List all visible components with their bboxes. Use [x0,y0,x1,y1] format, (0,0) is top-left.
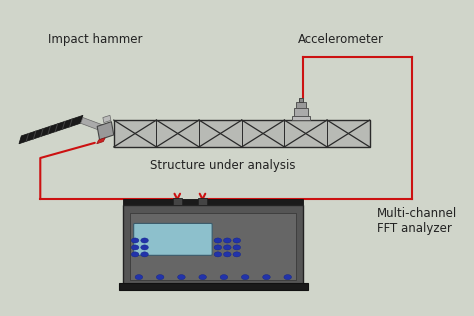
Polygon shape [97,138,105,144]
Bar [119,283,308,290]
Circle shape [263,275,270,280]
Bar [296,102,306,108]
Bar [198,198,207,205]
Circle shape [284,275,292,280]
Circle shape [141,245,148,250]
Circle shape [199,275,207,280]
Circle shape [141,238,148,243]
Bar [123,205,303,284]
Bar [130,213,296,280]
Circle shape [224,252,231,257]
Circle shape [241,275,249,280]
Bar [294,108,308,116]
Polygon shape [97,122,114,140]
Circle shape [214,238,222,243]
Text: Impact hammer: Impact hammer [47,33,142,46]
Circle shape [131,252,139,257]
Circle shape [233,245,241,250]
Text: Structure under analysis: Structure under analysis [150,159,295,173]
Circle shape [233,238,241,243]
Circle shape [214,252,222,257]
Bar [114,120,370,147]
Circle shape [224,238,231,243]
Bar [292,116,310,120]
Text: Multi-channel
FFT analyzer: Multi-channel FFT analyzer [377,207,457,235]
Circle shape [178,275,185,280]
Circle shape [131,238,139,243]
Polygon shape [19,115,83,144]
Circle shape [141,252,148,257]
Circle shape [214,245,222,250]
Polygon shape [81,118,107,132]
Circle shape [135,275,143,280]
Circle shape [224,245,231,250]
FancyBboxPatch shape [134,223,212,255]
Circle shape [220,275,228,280]
Bar [173,198,182,205]
Bar [299,98,303,102]
Circle shape [131,245,139,250]
Bar [123,199,303,205]
Circle shape [233,252,241,257]
Circle shape [156,275,164,280]
Polygon shape [103,115,111,123]
Text: Accelerometer: Accelerometer [298,33,384,46]
